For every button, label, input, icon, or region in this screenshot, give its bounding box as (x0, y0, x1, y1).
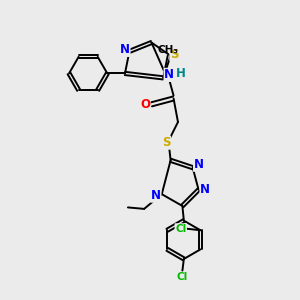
Text: S: S (162, 136, 170, 149)
Text: N: N (151, 189, 161, 202)
Text: Cl: Cl (177, 272, 188, 282)
Text: N: N (120, 44, 130, 56)
Text: N: N (200, 183, 210, 196)
Text: Cl: Cl (175, 224, 186, 234)
Text: N: N (194, 158, 204, 171)
Text: CH₃: CH₃ (158, 45, 179, 55)
Text: H: H (176, 67, 185, 80)
Text: O: O (140, 98, 150, 111)
Text: N: N (164, 68, 174, 81)
Text: S: S (170, 48, 178, 61)
